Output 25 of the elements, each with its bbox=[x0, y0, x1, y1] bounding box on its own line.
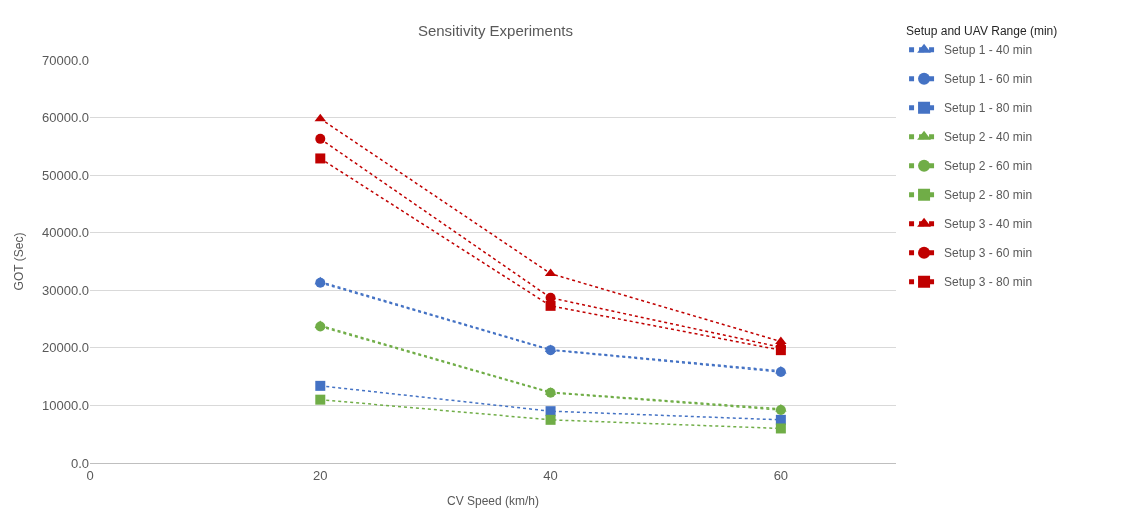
x-axis-title: CV Speed (km/h) bbox=[446, 494, 540, 509]
x-tick-label: 60 bbox=[773, 467, 789, 483]
x-tick-label: 0 bbox=[86, 467, 94, 483]
legend-label: Setup 1 - 80 min bbox=[944, 101, 1033, 116]
y-tick-label: 70000.0 bbox=[42, 52, 89, 68]
legend-label: Setup 3 - 80 min bbox=[944, 275, 1033, 290]
legend-label: Setup 2 - 40 min bbox=[944, 130, 1033, 145]
y-tick-label: 20000.0 bbox=[42, 340, 89, 356]
legend-label: Setup 1 - 40 min bbox=[944, 43, 1033, 58]
y-tick-label: 60000.0 bbox=[42, 110, 89, 126]
legend-title: Setup and UAV Range (min) bbox=[906, 24, 1058, 39]
chart-title: Sensitivity Experiments bbox=[417, 22, 573, 40]
y-axis-title: GOT (Sec) bbox=[12, 232, 27, 291]
y-tick-label: 50000.0 bbox=[42, 167, 89, 183]
y-tick-label: 10000.0 bbox=[42, 397, 89, 413]
x-tick-label: 20 bbox=[313, 467, 328, 483]
legend-label: Setup 2 - 60 min bbox=[944, 159, 1033, 174]
y-tick-label: 30000.0 bbox=[42, 282, 89, 298]
y-tick-label: 40000.0 bbox=[42, 225, 89, 241]
legend-label: Setup 1 - 60 min bbox=[944, 72, 1033, 87]
legend-label: Setup 3 - 40 min bbox=[944, 217, 1033, 232]
x-tick-label: 40 bbox=[543, 467, 558, 483]
legend-label: Setup 3 - 60 min bbox=[944, 246, 1033, 261]
legend-label: Setup 2 - 80 min bbox=[944, 188, 1033, 203]
y-tick-label: 0.0 bbox=[70, 455, 89, 471]
